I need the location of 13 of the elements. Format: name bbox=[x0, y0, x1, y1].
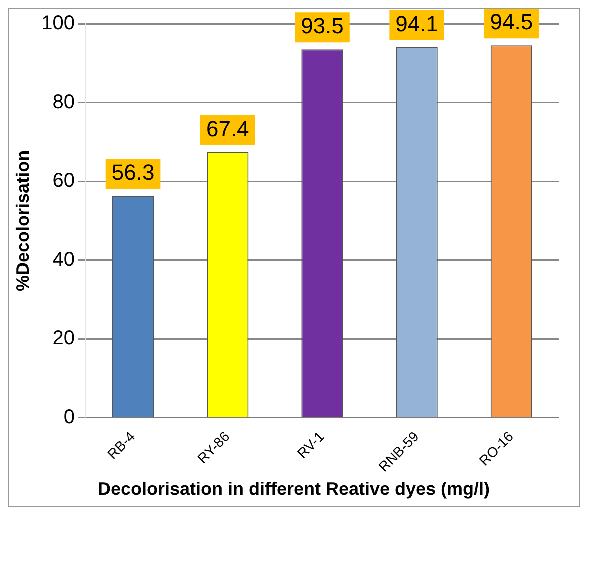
data-label: 93.5 bbox=[301, 14, 344, 39]
y-tick-label: 100 bbox=[42, 12, 75, 35]
y-tick-label: 0 bbox=[64, 406, 75, 428]
data-label: 56.3 bbox=[112, 160, 155, 186]
data-label: 94.5 bbox=[490, 10, 534, 35]
data-label: 67.4 bbox=[206, 116, 250, 142]
y-tick-label: 40 bbox=[52, 248, 75, 271]
y-tick-label: 20 bbox=[52, 328, 75, 350]
x-axis-title: Decolorisation in different Reative dyes (mg/l) bbox=[96, 479, 492, 500]
y-axis-title: %Decolorisation bbox=[12, 150, 33, 292]
y-tick-label: 80 bbox=[52, 91, 75, 114]
y-tick-label: 60 bbox=[52, 170, 75, 192]
data-label: 94.1 bbox=[396, 11, 439, 36]
